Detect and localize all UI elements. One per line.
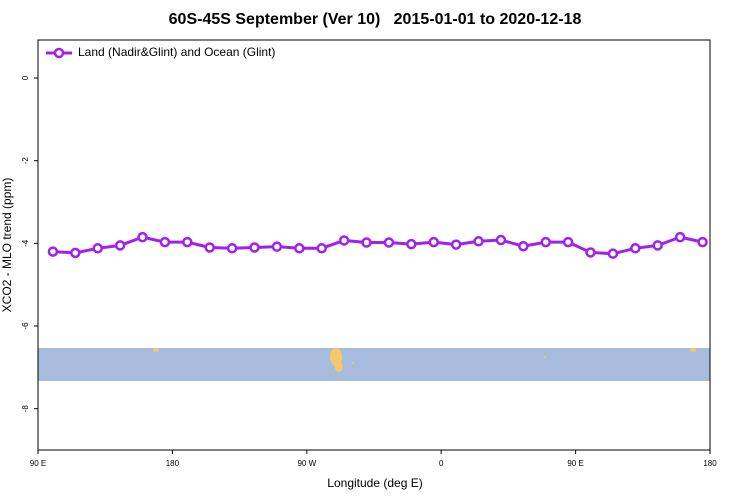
legend-label: Land (Nadir&Glint) and Ocean (Glint) xyxy=(78,45,275,59)
chart-title: 60S-45S September (Ver 10) 2015-01-01 to… xyxy=(169,11,582,28)
data-point xyxy=(518,240,529,252)
x-tick-label: 90 E xyxy=(567,459,583,468)
data-point xyxy=(159,236,171,248)
y-tick-label: -4 xyxy=(21,239,30,247)
y-axis-label: XCO2 - MLO trend (ppm) xyxy=(0,178,14,313)
data-point xyxy=(114,240,126,251)
land-patch xyxy=(153,348,159,352)
map-band xyxy=(38,348,710,381)
x-tick-label: 180 xyxy=(166,459,180,468)
data-point xyxy=(697,236,708,248)
plot-frame xyxy=(37,39,711,451)
data-point xyxy=(630,243,641,254)
legend-marker xyxy=(53,47,65,59)
y-tick-label: -2 xyxy=(21,157,30,165)
land-patch xyxy=(690,348,696,352)
series-line xyxy=(52,235,703,256)
data-point xyxy=(47,246,59,257)
x-tick-label: 90 E xyxy=(30,459,46,468)
data-point xyxy=(406,238,417,250)
land-patch xyxy=(335,362,343,372)
data-point xyxy=(92,243,103,254)
x-axis-label: Longitude (deg E) xyxy=(327,476,422,490)
data-point xyxy=(137,231,148,243)
data-point xyxy=(271,241,283,252)
y-tick-label: -6 xyxy=(21,322,30,330)
data-point xyxy=(182,236,193,248)
land-patch xyxy=(330,348,342,366)
data-point xyxy=(316,243,327,254)
data-point xyxy=(562,236,574,248)
data-point xyxy=(294,243,305,254)
x-tick-label: 180 xyxy=(703,459,717,468)
data-point xyxy=(428,236,439,248)
land-patch xyxy=(544,356,546,358)
x-tick-label: 0 xyxy=(439,459,444,468)
data-point xyxy=(540,236,551,248)
data-point xyxy=(495,234,507,246)
data-point xyxy=(338,235,350,246)
data-point xyxy=(249,242,260,253)
data-point xyxy=(607,248,619,259)
land-patch xyxy=(352,362,354,364)
data-point xyxy=(70,247,81,259)
data-point xyxy=(361,237,372,248)
data-point xyxy=(204,242,215,253)
data-point xyxy=(473,236,484,247)
data-point xyxy=(674,231,686,243)
data-point xyxy=(652,240,663,251)
ocean-band xyxy=(38,348,710,381)
data-point xyxy=(383,237,395,248)
y-tick-label: -8 xyxy=(21,405,30,413)
data-point xyxy=(450,239,462,250)
data-point xyxy=(226,243,238,254)
y-tick-label: 0 xyxy=(21,75,30,80)
data-point xyxy=(585,247,596,258)
x-tick-label: 90 W xyxy=(297,459,316,468)
